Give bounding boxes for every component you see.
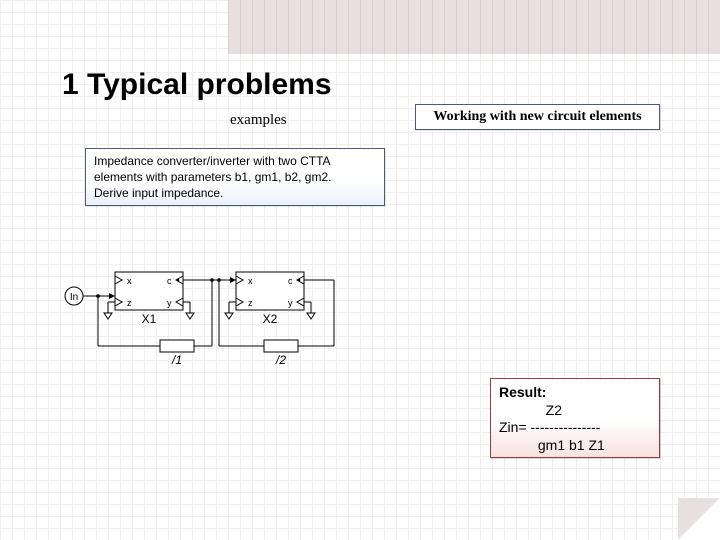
b2-top-left: x — [248, 276, 253, 286]
result-eqline: Zin= --------------- — [499, 419, 651, 437]
topic-label-text: Working with new circuit elements — [433, 109, 641, 125]
b2-bot-left: z — [248, 298, 253, 308]
problem-line-3: Derive input impedance. — [94, 185, 376, 201]
b1-label: X1 — [142, 312, 157, 326]
result-numerator: Z2 — [499, 402, 651, 420]
b2-label: X2 — [263, 312, 278, 326]
topic-label-box: Working with new circuit elements — [415, 104, 660, 130]
slide-subtitle: examples — [230, 112, 287, 129]
result-denominator: gm1 b1 Z1 — [499, 437, 651, 455]
result-title: Result: — [499, 384, 651, 402]
problem-line-2: elements with parameters b1, gm1, b2, gm… — [94, 169, 376, 185]
result-box: Result: Z2 Zin= --------------- gm1 b1 Z… — [490, 378, 660, 458]
b1-top-right: c — [167, 276, 172, 286]
b1-bot-right: y — [167, 298, 172, 308]
z1-label: /1 — [171, 353, 182, 367]
circuit-diagram: In x c z y X1 x c z y X2 /1 — [60, 258, 370, 368]
slide-title: 1 Typical problems — [62, 68, 332, 102]
slide-master-top-bar — [228, 0, 720, 54]
b2-bot-right: y — [288, 298, 293, 308]
in-label: In — [70, 292, 78, 303]
problem-line-1: Impedance converter/inverter with two CT… — [94, 153, 376, 169]
b2-top-right: c — [288, 276, 293, 286]
slide-corner-fold — [678, 498, 720, 540]
z2-label: /2 — [275, 353, 286, 367]
b1-bot-left: z — [127, 298, 132, 308]
problem-statement-box: Impedance converter/inverter with two CT… — [85, 148, 385, 206]
b1-top-left: x — [127, 276, 132, 286]
